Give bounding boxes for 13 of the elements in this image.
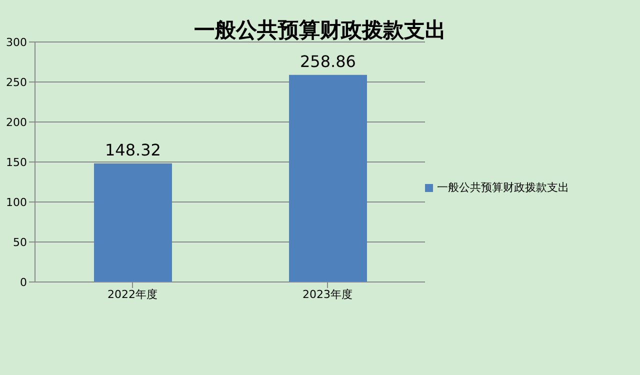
- y-tick-label: 0: [20, 276, 27, 289]
- legend-label: 一般公共预算财政拨款支出: [437, 181, 569, 194]
- y-tick-label: 50: [13, 236, 27, 249]
- x-tick-label: 2023年度: [302, 288, 352, 301]
- y-tick-label: 150: [6, 156, 27, 169]
- data-label: 148.32: [105, 140, 161, 160]
- y-tick-label: 300: [6, 36, 27, 49]
- y-tick-label: 200: [6, 116, 27, 129]
- chart-title: 一般公共预算财政拨款支出: [194, 18, 446, 42]
- y-tick-label: 250: [6, 76, 27, 89]
- x-tick-label: 2022年度: [108, 288, 158, 301]
- data-label: 258.86: [300, 52, 356, 71]
- y-tick-label: 100: [6, 196, 27, 209]
